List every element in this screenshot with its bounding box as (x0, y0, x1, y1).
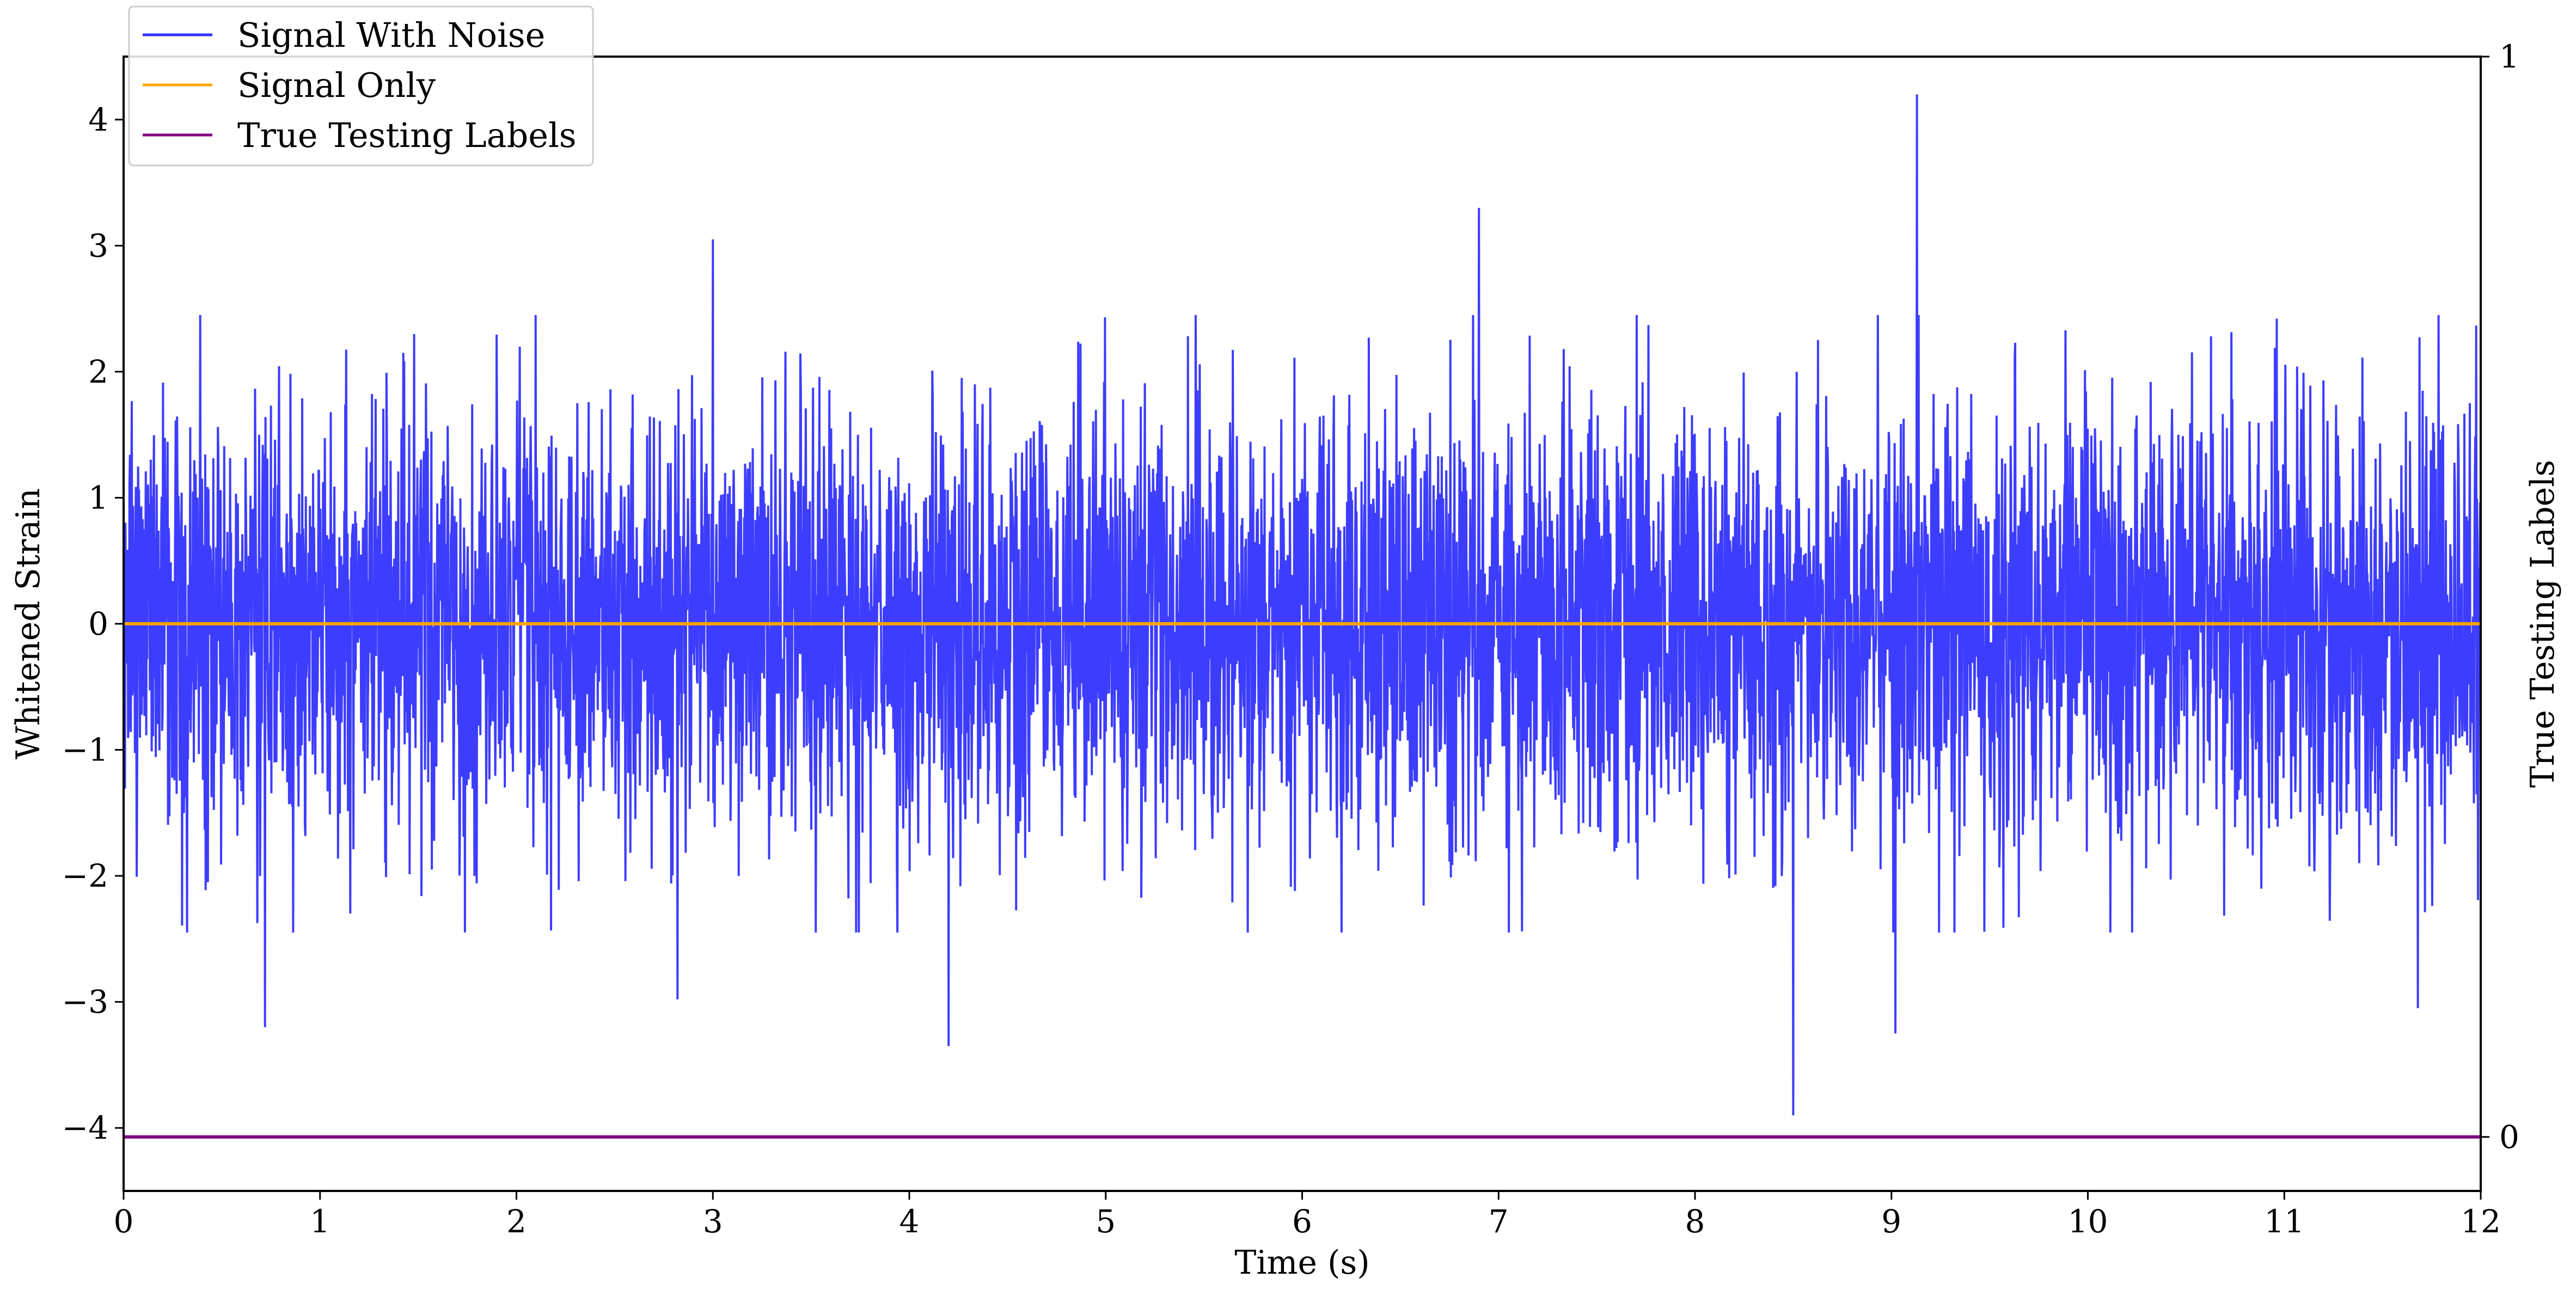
y-tick-label: −3 (62, 984, 109, 1021)
y-tick-label: 4 (88, 101, 108, 138)
reference-lines (124, 622, 2481, 1139)
x-tick-label: 8 (1685, 1203, 1705, 1240)
legend-box (128, 5, 594, 167)
signal-with-noise-line (123, 94, 2482, 1116)
x-tick-label: 10 (2068, 1203, 2108, 1240)
x-tick-label: 5 (1096, 1203, 1116, 1240)
y-tick-label: −1 (62, 732, 109, 769)
y2-tick-label: 1 (2499, 38, 2519, 75)
x-tick-label: 4 (900, 1203, 920, 1240)
legend-label-true-testing-labels: True Testing Labels (237, 115, 577, 155)
y-tick-label: 3 (88, 227, 108, 264)
y2-tick-label: 0 (2499, 1119, 2519, 1156)
signal-with-noise-series (123, 94, 2482, 1116)
x-tick-label: 0 (114, 1203, 134, 1240)
x-tick-label: 12 (2461, 1203, 2501, 1240)
x-tick-label: 1 (310, 1203, 330, 1240)
x-tick-label: 9 (1881, 1203, 1901, 1240)
y-tick-label: −4 (62, 1109, 109, 1146)
legend-label-signal-only: Signal Only (237, 65, 436, 105)
x-axis-label: Time (s) (1234, 1244, 1369, 1282)
legend: Signal With Noise Signal Only True Testi… (128, 5, 594, 167)
legend-label-signal-with-noise: Signal With Noise (237, 15, 545, 55)
x-tick-label: 6 (1292, 1203, 1312, 1240)
y-tick-label: 2 (88, 353, 108, 390)
x-tick-label: 2 (506, 1203, 527, 1240)
x-tick-label: 7 (1489, 1203, 1509, 1240)
y-tick-label: −2 (62, 857, 109, 894)
y-tick-label: 0 (88, 605, 108, 642)
x-tick-label: 11 (2264, 1203, 2304, 1240)
y-axis-label: Whitened Strain (9, 488, 47, 759)
y2-axis-label: True Testing Labels (2524, 460, 2562, 788)
x-tick-label: 3 (703, 1203, 723, 1240)
y-tick-label: 1 (88, 479, 108, 516)
